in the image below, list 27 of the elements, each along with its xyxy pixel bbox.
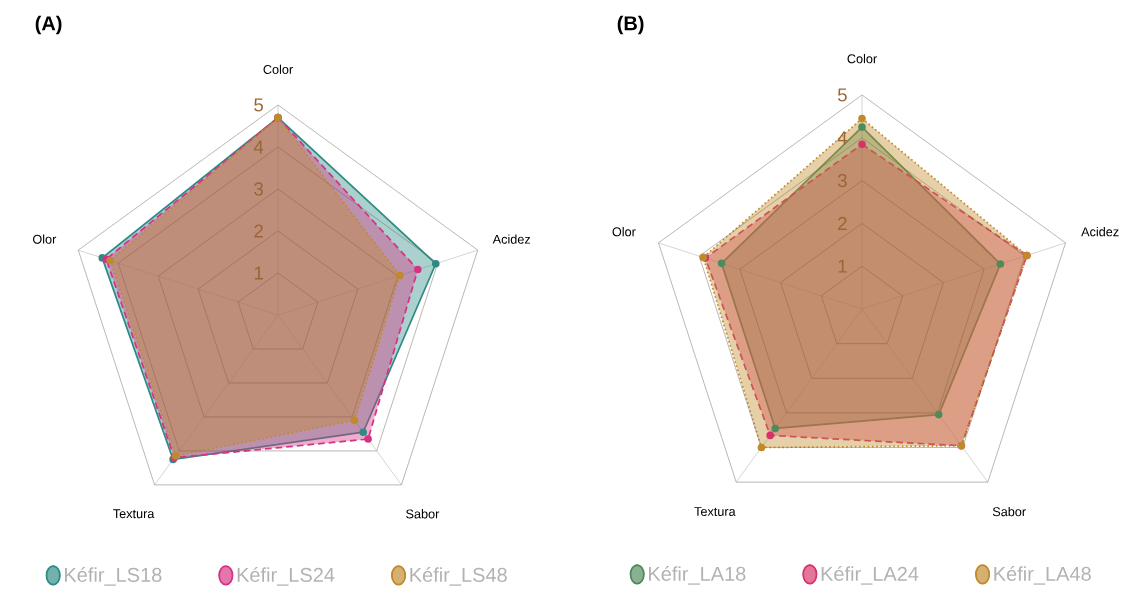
y-tick-label: 3 <box>254 182 263 196</box>
spoke-label: Sabor <box>992 506 1026 517</box>
spoke-label: Color <box>263 64 293 74</box>
y-tick-label: 2 <box>254 224 263 238</box>
spoke-label: Textura <box>694 507 736 516</box>
spoke-label: Textura <box>113 509 155 519</box>
spoke-label: Olor <box>32 234 57 244</box>
legend-label: Kéfir_LA18 <box>649 566 746 585</box>
chart-title: (B) <box>617 15 644 35</box>
y-tick-label: 3 <box>837 173 847 188</box>
y-tick-label: 4 <box>253 140 264 154</box>
legend-label: Kéfir_LS18 <box>65 567 162 586</box>
y-tick-label: 2 <box>838 216 847 230</box>
spoke-label: Color <box>847 53 877 64</box>
spoke-label: Sabor <box>406 509 440 519</box>
chart-title: (A) <box>35 15 62 35</box>
legend-label: Kéfir_LS48 <box>410 567 507 586</box>
y-tick-label: 5 <box>254 98 264 112</box>
y-tick-label: 1 <box>254 266 263 280</box>
legend-label: Kéfir_LA48 <box>994 566 1091 585</box>
spoke-label: Olor <box>612 226 636 237</box>
spoke-label: Acidez <box>492 234 531 244</box>
legend-label: Kéfir_LA24 <box>821 566 919 585</box>
legend-label: Kéfir_LS24 <box>237 567 335 586</box>
y-tick-label: 1 <box>838 259 847 273</box>
y-tick-label: 5 <box>837 88 847 102</box>
spoke-label: Acidez <box>1081 226 1119 237</box>
